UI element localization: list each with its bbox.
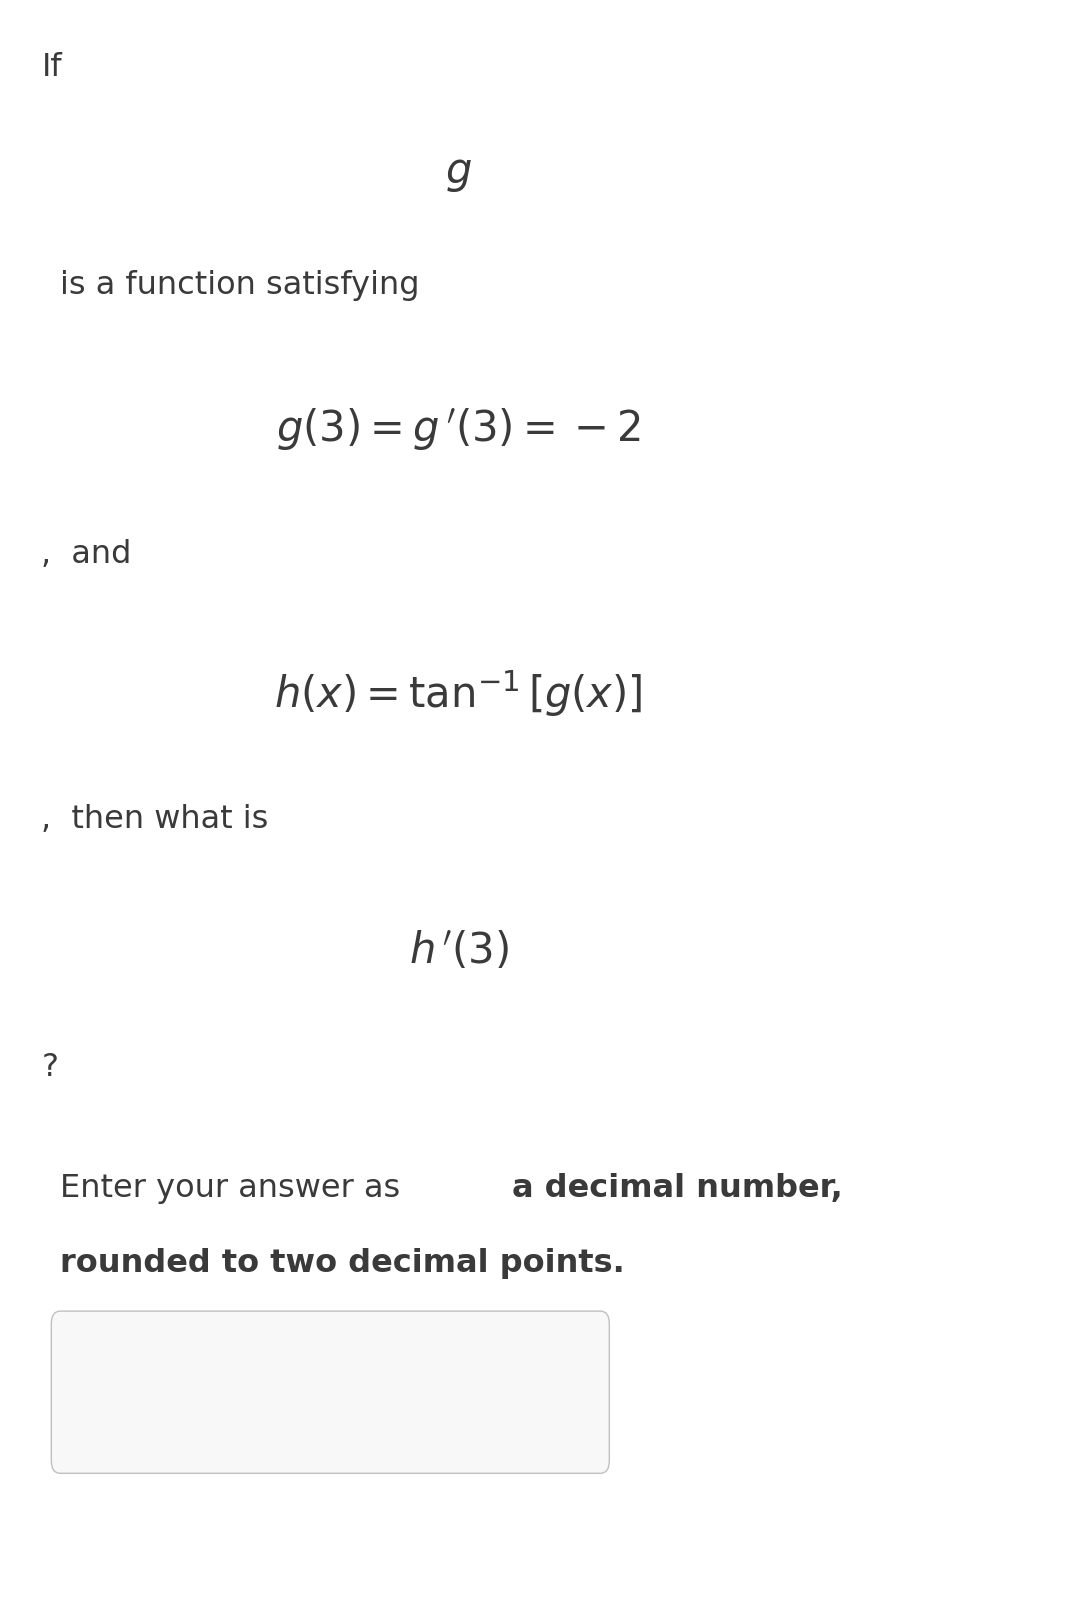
Text: a decimal number,: a decimal number,	[512, 1172, 843, 1204]
Text: $h\,'(3)$: $h\,'(3)$	[408, 929, 509, 971]
Text: $h(x)=\tan^{-1}[g(x)]$: $h(x)=\tan^{-1}[g(x)]$	[274, 668, 643, 719]
Text: ?: ?	[41, 1051, 59, 1083]
Text: ,  then what is: , then what is	[41, 802, 269, 835]
Text: ,  and: , and	[41, 538, 132, 570]
Text: rounded to two decimal points.: rounded to two decimal points.	[60, 1247, 625, 1279]
Text: $g$: $g$	[446, 152, 472, 194]
Text: If: If	[41, 51, 62, 83]
Text: Enter your answer as: Enter your answer as	[60, 1172, 411, 1204]
Text: is a function satisfying: is a function satisfying	[60, 270, 419, 302]
FancyBboxPatch shape	[51, 1311, 609, 1473]
Text: $g(3)=g\,'(3)=-2$: $g(3)=g\,'(3)=-2$	[276, 406, 641, 451]
